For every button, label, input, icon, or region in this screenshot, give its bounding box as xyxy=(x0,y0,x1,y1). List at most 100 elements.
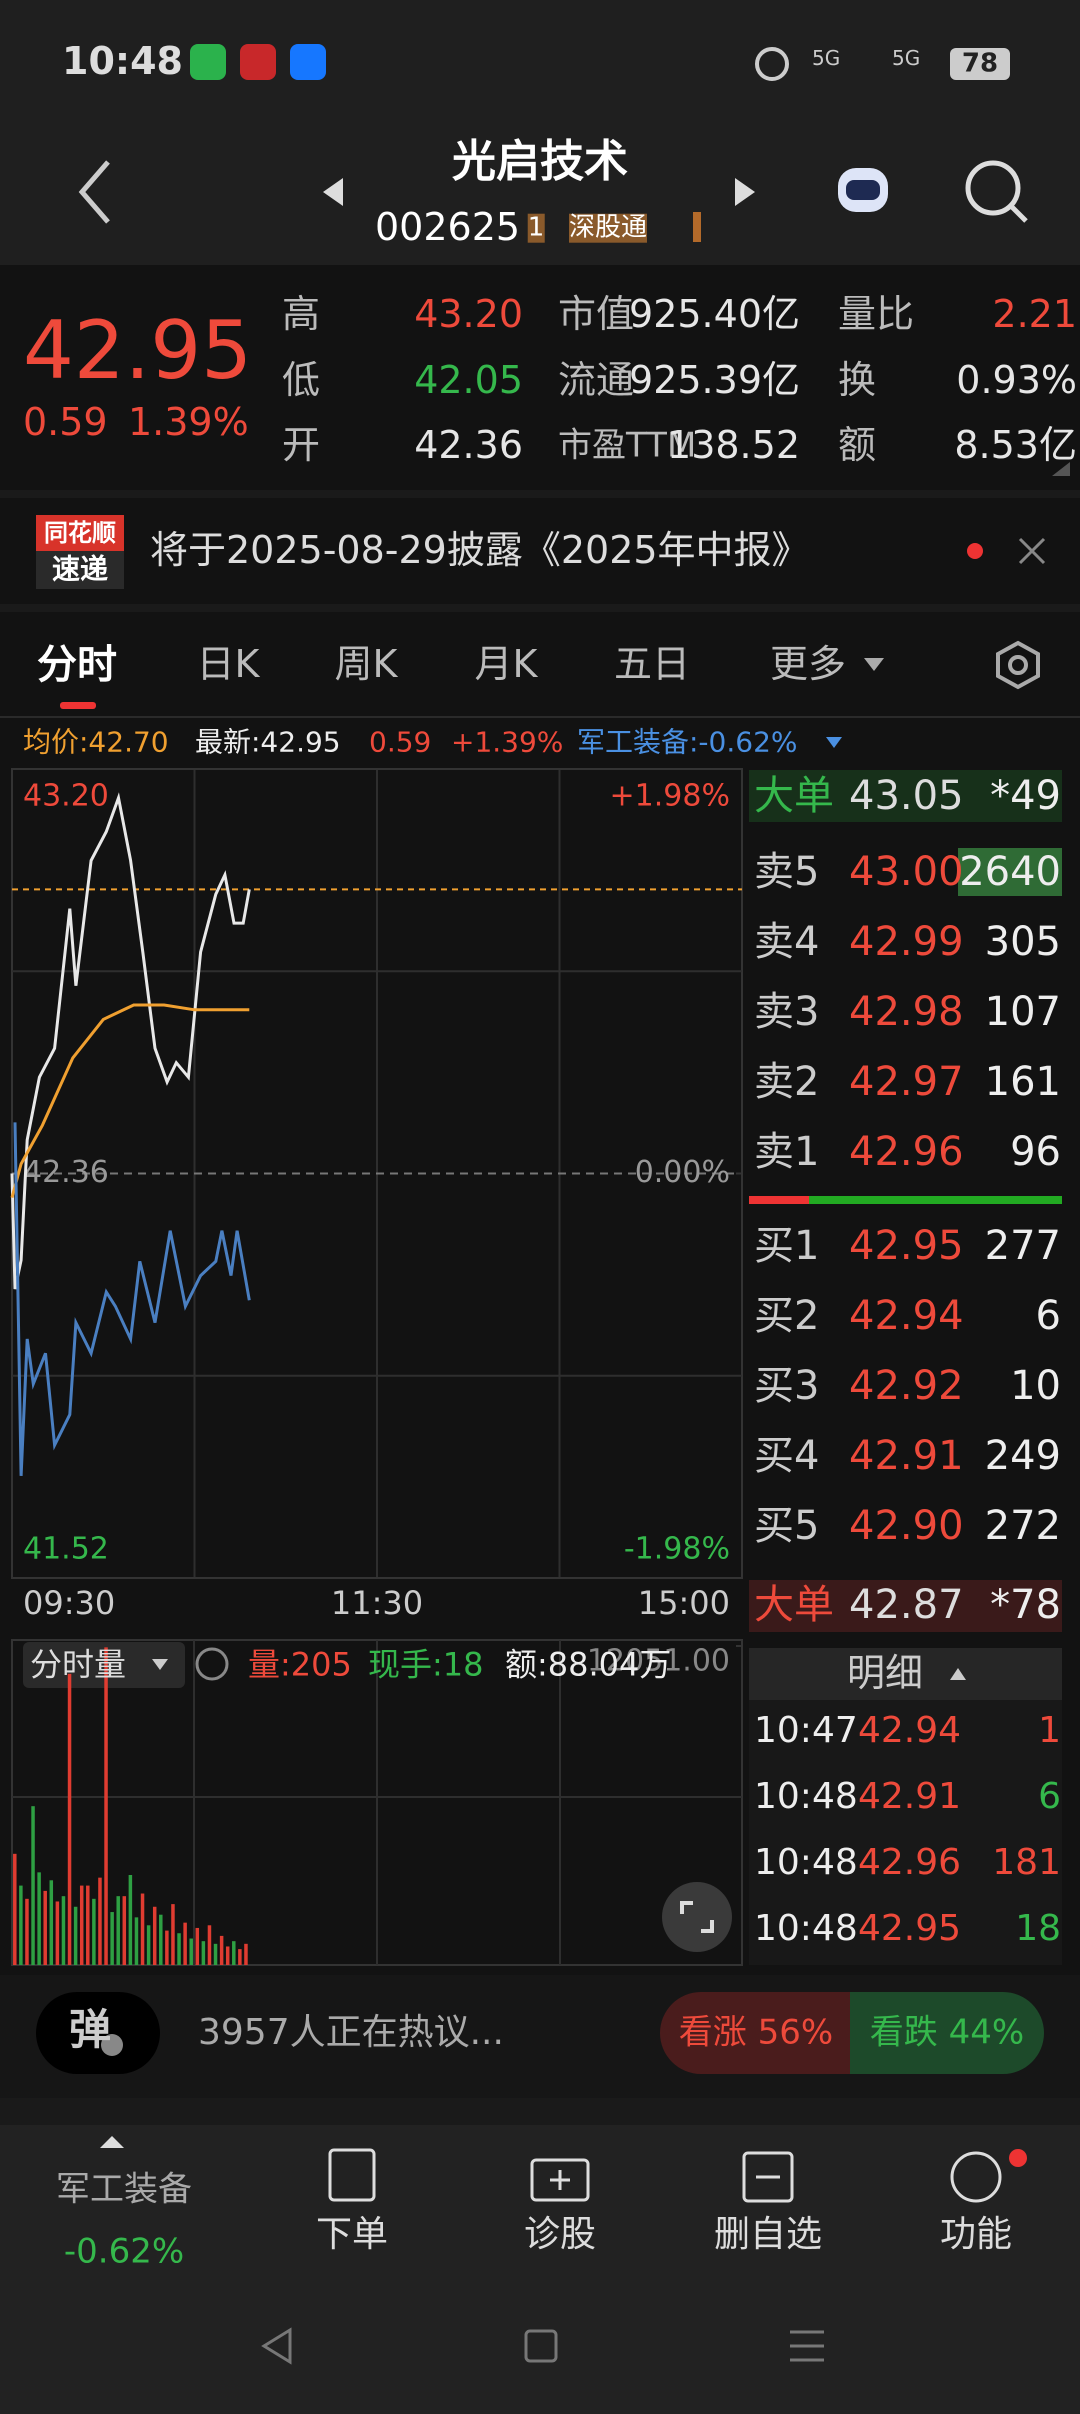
help-button[interactable] xyxy=(195,1647,229,1681)
big-order-row xyxy=(749,770,1062,822)
volume-bar xyxy=(25,1898,29,1965)
change: 0.59 xyxy=(23,400,108,445)
next-button[interactable] xyxy=(735,178,755,206)
sector-arrow xyxy=(826,737,842,748)
badge-dot xyxy=(1009,2149,1027,2167)
big-order-volume: *78 xyxy=(990,1582,1061,1628)
fullscreen-icon xyxy=(680,1901,714,1933)
nav-item[interactable]: 删自选 xyxy=(713,2214,823,2256)
detail-list xyxy=(749,1700,1062,1965)
divider xyxy=(0,604,1080,612)
badge: 深股通 xyxy=(568,212,648,243)
x-tick-label: 11:30 xyxy=(331,1584,423,1622)
trade-time: 10:48 xyxy=(754,1776,858,1818)
tab[interactable]: 五日 xyxy=(613,642,691,687)
ask-price: 42.96 xyxy=(849,1129,964,1175)
brand: 同花顺 xyxy=(44,518,116,547)
notice-text[interactable]: 将于2025-08-29披露《2025年中报》 xyxy=(150,528,810,573)
fullscreen-button[interactable] xyxy=(662,1882,732,1952)
volume-bar xyxy=(19,1885,23,1965)
ask-price: 42.99 xyxy=(849,919,964,965)
big-order-label: 大单 xyxy=(754,773,834,819)
settings-button[interactable] xyxy=(1008,655,1028,675)
bid-label: 买2 xyxy=(754,1293,820,1339)
nav-item[interactable]: 下单 xyxy=(315,2214,389,2256)
discussion-text[interactable]: 3957人正在热议... xyxy=(198,2012,504,2054)
bid-volume: 272 xyxy=(984,1503,1061,1549)
volume-bar xyxy=(122,1896,127,1965)
function-icon[interactable] xyxy=(950,2151,1002,2203)
nav-sector[interactable]: 军工装备 xyxy=(56,2169,192,2210)
close-button[interactable] xyxy=(1018,537,1046,565)
brand: 速递 xyxy=(51,552,109,586)
sector-index[interactable]: 军工装备:-0.62% xyxy=(577,725,798,759)
volume-bar xyxy=(13,1853,17,1965)
ask-label: 卖1 xyxy=(754,1129,820,1175)
remove-icon[interactable] xyxy=(742,2151,794,2203)
ratio-bar xyxy=(809,1196,1062,1204)
nav-item[interactable]: 诊股 xyxy=(523,2214,597,2256)
tab[interactable]: 月K xyxy=(474,642,538,687)
bid-volume: 249 xyxy=(984,1433,1061,1479)
series-line xyxy=(10,1003,250,1198)
ask-label: 卖3 xyxy=(754,989,820,1035)
tab[interactable]: 日K xyxy=(196,642,260,687)
battery-level: 78 xyxy=(961,48,999,79)
tab-indicator xyxy=(60,702,96,709)
big-order-price: 43.05 xyxy=(849,773,964,819)
volume-bar xyxy=(61,1896,66,1965)
more-arrow xyxy=(864,658,884,671)
divider xyxy=(0,2098,1080,2125)
system-home[interactable] xyxy=(524,2329,558,2363)
volume-bar xyxy=(134,1917,139,1965)
search-button[interactable] xyxy=(965,160,1021,216)
tab[interactable]: 周K xyxy=(334,642,398,687)
quote-label: 市值 xyxy=(558,292,635,337)
quote-label: 流通 xyxy=(558,357,635,402)
bid-label: 买1 xyxy=(754,1223,820,1269)
detail-title: 明细 xyxy=(846,1651,924,1696)
bear-button[interactable] xyxy=(850,1992,1044,2074)
volume-bar xyxy=(244,1943,248,1965)
big-order-row xyxy=(749,1580,1062,1632)
volume-bar xyxy=(189,1938,193,1965)
volume-bar xyxy=(171,1904,175,1965)
volume-bar xyxy=(98,1877,102,1965)
bid-price: 42.92 xyxy=(849,1363,964,1409)
bid-price: 42.95 xyxy=(849,1223,964,1269)
clock: 10:48 xyxy=(62,39,183,84)
order-icon[interactable] xyxy=(328,2148,376,2202)
tab[interactable]: 更多 xyxy=(769,642,847,687)
quote-value: 925.40亿 xyxy=(629,292,800,337)
search-button[interactable] xyxy=(1009,204,1028,223)
back-button[interactable] xyxy=(78,160,110,224)
quote-value: 2.21 xyxy=(992,292,1077,337)
minus-icon xyxy=(101,2034,123,2056)
trade-price: 42.94 xyxy=(858,1710,962,1752)
ask-price: 42.98 xyxy=(849,989,964,1035)
bull-button[interactable] xyxy=(660,1992,856,2074)
ask-price: 42.97 xyxy=(849,1059,964,1105)
series-line xyxy=(13,1122,251,1476)
bull-label[interactable]: 看涨 56% xyxy=(678,2012,834,2053)
danmu-button[interactable] xyxy=(36,1992,160,2074)
prev-button[interactable] xyxy=(323,178,343,206)
system-back[interactable] xyxy=(261,2327,292,2365)
bear-label[interactable]: 看跌 44% xyxy=(869,2012,1025,2053)
diagnose-icon[interactable] xyxy=(530,2158,590,2202)
nav-sector-change: -0.62% xyxy=(63,2231,185,2272)
volume-bar xyxy=(86,1885,90,1965)
quote-label: 换 xyxy=(838,357,877,402)
change-pct: +1.39% xyxy=(451,725,564,759)
tab[interactable]: 分时 xyxy=(37,642,117,688)
volume-bar xyxy=(31,1806,35,1965)
volume-bar xyxy=(49,1880,54,1965)
system-menu[interactable] xyxy=(790,2330,824,2362)
selector-label[interactable]: 分时量 xyxy=(30,1645,127,1684)
settings-button[interactable] xyxy=(996,640,1040,690)
ask-price: 43.00 xyxy=(849,849,964,895)
trade-price: 42.95 xyxy=(858,1908,962,1950)
danmu-label[interactable]: 弹 xyxy=(68,2004,112,2054)
robot-face xyxy=(846,180,880,200)
nav-item[interactable]: 功能 xyxy=(939,2214,1013,2256)
